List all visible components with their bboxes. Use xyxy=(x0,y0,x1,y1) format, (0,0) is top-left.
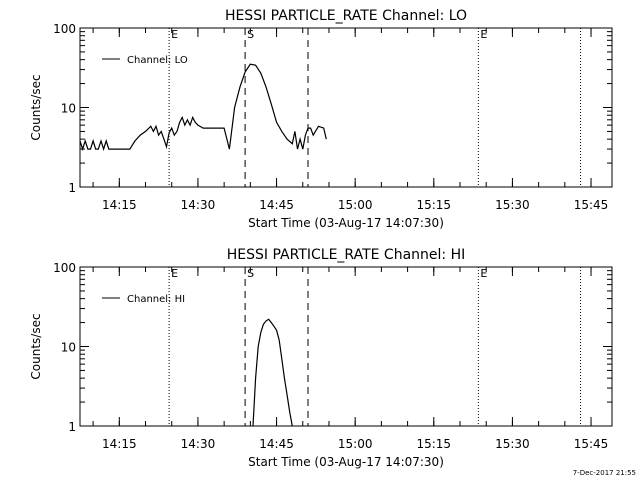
panel2-y-tick-label: 10 xyxy=(61,341,76,355)
panel1-x-tick-label: 15:00 xyxy=(338,198,373,212)
panel2-x-tick-label: 15:15 xyxy=(416,437,451,451)
panel1-y-tick-label: 100 xyxy=(53,22,76,36)
panel1-x-tick-label: 14:15 xyxy=(102,198,137,212)
panel1-chart-title: HESSI PARTICLE_RATE Channel: LO xyxy=(225,8,467,24)
panel1-x-axis-label: Start Time (03-Aug-17 14:07:30) xyxy=(248,216,444,230)
panel1-x-tick-label: 14:30 xyxy=(181,198,216,212)
panel2-marker-label: E xyxy=(480,267,487,280)
panel2-marker-label: S xyxy=(247,267,254,280)
panel1-plot-frame xyxy=(79,27,613,188)
panel2-x-tick-label: 15:45 xyxy=(574,437,609,451)
panel1-legend-label: Channel: LO xyxy=(127,55,188,66)
panel1-series-line xyxy=(79,63,327,152)
panel2-legend-label: Channel: HI xyxy=(127,294,185,305)
panel2-x-tick-label: 14:15 xyxy=(102,437,137,451)
panel1-x-tick-label: 14:45 xyxy=(259,198,294,212)
panel2-x-tick-label: 14:45 xyxy=(259,437,294,451)
panel1-marker-label: E xyxy=(171,28,178,41)
panel2-x-tick-label: 15:00 xyxy=(338,437,373,451)
panel1-y-tick-label: 10 xyxy=(61,102,76,116)
panel2-y-tick-label: 100 xyxy=(53,261,76,275)
panel2-x-tick-label: 14:30 xyxy=(181,437,216,451)
panel2-series-line xyxy=(252,318,293,427)
panel1-y-axis-label: Counts/sec xyxy=(29,74,43,140)
panel2-marker-label: E xyxy=(171,267,178,280)
plot-date-stamp: 7-Dec-2017 21:55 xyxy=(572,469,636,477)
panel2-x-tick-label: 15:30 xyxy=(495,437,530,451)
panel1-y-tick-label: 1 xyxy=(68,181,76,195)
panel2-y-axis-label: Counts/sec xyxy=(29,313,43,379)
panel2-chart-title: HESSI PARTICLE_RATE Channel: HI xyxy=(227,247,465,263)
panel1-marker-label: S xyxy=(247,28,254,41)
panel2-y-tick-label: 1 xyxy=(68,420,76,434)
panel1-x-tick-label: 15:45 xyxy=(574,198,609,212)
panel2-x-axis-label: Start Time (03-Aug-17 14:07:30) xyxy=(248,455,444,469)
panel1-x-tick-label: 15:15 xyxy=(416,198,451,212)
panel1-marker-label: E xyxy=(480,28,487,41)
panel1-x-tick-label: 15:30 xyxy=(495,198,530,212)
panel2-plot-frame xyxy=(79,266,613,427)
